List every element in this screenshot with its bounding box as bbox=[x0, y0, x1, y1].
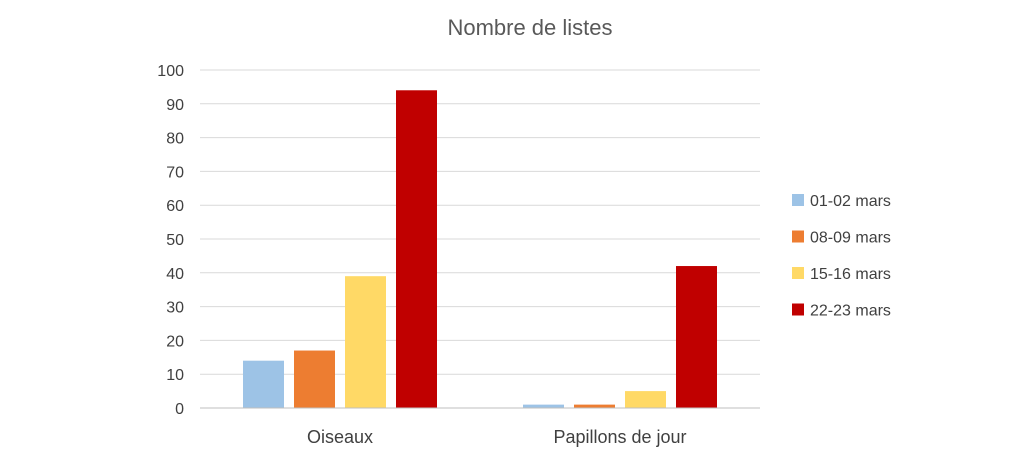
legend-label: 22-23 mars bbox=[810, 303, 891, 320]
bar-1-3 bbox=[676, 266, 717, 408]
bars bbox=[243, 90, 717, 408]
bar-0-3 bbox=[396, 90, 437, 408]
y-tick-label: 60 bbox=[166, 198, 184, 215]
y-tick-label: 0 bbox=[175, 401, 184, 418]
bar-1-1 bbox=[574, 404, 615, 408]
y-tick-label: 50 bbox=[166, 232, 184, 249]
y-axis-ticks: 0 10 20 30 40 50 60 70 80 90 100 bbox=[157, 63, 184, 418]
x-axis-categories: Oiseaux Papillons de jour bbox=[307, 427, 687, 447]
legend-swatch bbox=[792, 303, 804, 316]
legend-label: 08-09 mars bbox=[810, 230, 891, 247]
chart-title: Nombre de listes bbox=[447, 15, 612, 40]
y-tick-label: 40 bbox=[166, 266, 184, 283]
bar-0-1 bbox=[294, 350, 335, 408]
gridlines bbox=[200, 69, 760, 375]
legend-swatch bbox=[792, 230, 804, 243]
legend-label: 15-16 mars bbox=[810, 266, 891, 283]
bar-1-2 bbox=[625, 391, 666, 408]
bar-1-0 bbox=[523, 404, 564, 408]
y-tick-label: 30 bbox=[166, 300, 184, 317]
bar-0-2 bbox=[345, 276, 386, 408]
y-tick-label: 100 bbox=[157, 63, 184, 80]
y-tick-label: 70 bbox=[166, 164, 184, 181]
y-tick-label: 80 bbox=[166, 131, 184, 148]
bar-0-0 bbox=[243, 360, 284, 408]
legend-label: 01-02 mars bbox=[810, 193, 891, 210]
y-tick-label: 90 bbox=[166, 97, 184, 114]
legend-swatch bbox=[792, 194, 804, 206]
y-tick-label: 10 bbox=[166, 367, 184, 384]
legend-swatch bbox=[792, 267, 804, 279]
x-category-label: Oiseaux bbox=[307, 427, 373, 447]
x-category-label: Papillons de jour bbox=[553, 427, 686, 447]
legend: 01-02 mars 08-09 mars 15-16 mars 22-23 mars bbox=[792, 193, 891, 320]
y-tick-label: 20 bbox=[166, 333, 184, 350]
